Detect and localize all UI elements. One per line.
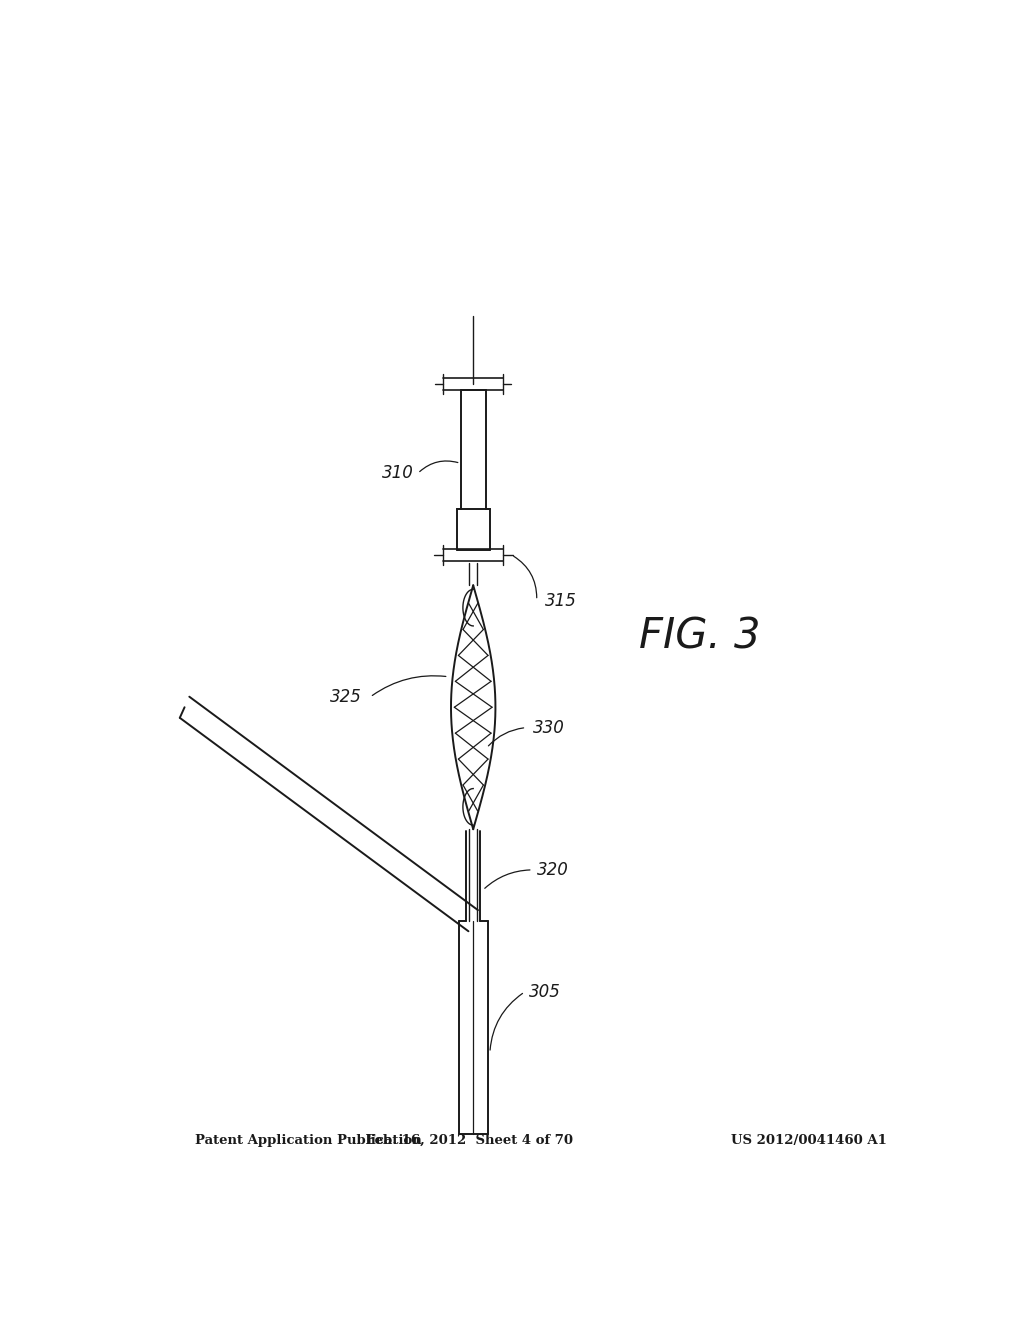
Text: 310: 310 [382,465,414,483]
Text: 315: 315 [545,591,577,610]
Text: FIG. 3: FIG. 3 [639,615,760,657]
Text: US 2012/0041460 A1: US 2012/0041460 A1 [731,1134,887,1147]
Text: Patent Application Publication: Patent Application Publication [196,1134,422,1147]
Text: 330: 330 [532,718,564,737]
Text: Feb. 16, 2012  Sheet 4 of 70: Feb. 16, 2012 Sheet 4 of 70 [366,1134,572,1147]
Text: 325: 325 [330,688,362,706]
Text: 320: 320 [537,861,568,879]
Text: 305: 305 [528,983,561,1001]
